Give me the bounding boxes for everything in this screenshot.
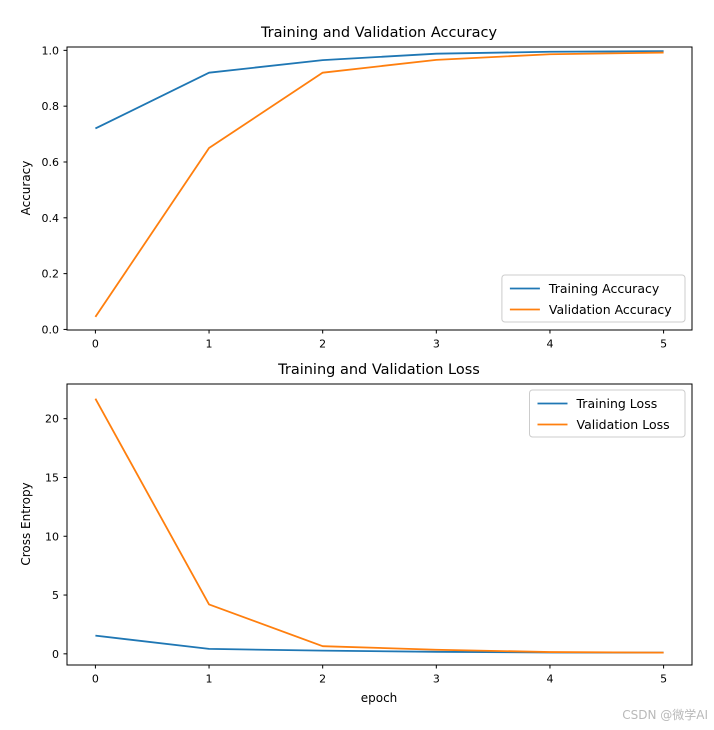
- y-tick-label: 1.0: [42, 44, 60, 57]
- x-tick-label: 5: [660, 673, 667, 686]
- epoch-x-axis-label: epoch: [360, 691, 398, 705]
- y-tick-label: 10: [45, 530, 59, 543]
- x-tick-label: 4: [546, 673, 553, 686]
- x-tick-label: 5: [660, 338, 667, 351]
- axes-frame: [66, 383, 693, 666]
- x-tick-label: 2: [319, 338, 326, 351]
- validation-loss-line: [94, 398, 664, 654]
- training-accuracy-legend-label: Training Accuracy: [548, 281, 660, 296]
- legend: Training Accuracy Validation Accuracy: [501, 274, 686, 323]
- axes-frame: [66, 46, 693, 331]
- x-tick-label: 3: [433, 338, 440, 351]
- validation-loss-legend-label: Validation Loss: [577, 417, 670, 432]
- y-tick-label: 5: [52, 589, 59, 602]
- y-tick-label: 0.6: [42, 156, 60, 169]
- x-tick-label: 1: [206, 673, 213, 686]
- y-tick-label: 0: [52, 648, 59, 661]
- x-tick-label: 2: [319, 673, 326, 686]
- training-loss-line: [95, 634, 664, 654]
- chart-0: 0 1 2 3 4 5 0.0 0.2 0.4 0.6 0.8 1.0 Training Accurac…: [42, 44, 693, 351]
- training-accuracy-line: [95, 50, 664, 130]
- y-tick-label: 0.4: [42, 212, 60, 225]
- x-tick-label: 0: [92, 338, 99, 351]
- x-tick-label: 1: [206, 338, 213, 351]
- y-tick-label: 0.0: [42, 323, 60, 336]
- y-tick-label: 15: [45, 471, 59, 484]
- validation-accuracy-line: [94, 51, 664, 318]
- y-tick-label: 0.2: [42, 268, 60, 281]
- legend-box: [529, 389, 686, 438]
- training-loss-legend-label: Training Loss: [576, 396, 658, 411]
- x-tick-label: 3: [433, 673, 440, 686]
- chart-1: 0 1 2 3 4 5 0 5 10 15 20 Training Loss Validation Lo…: [45, 383, 693, 686]
- accuracy-chart-title: Training and Validation Accuracy: [260, 25, 498, 41]
- csdn-watermark: CSDN @微学AI: [622, 708, 708, 722]
- validation-accuracy-legend-label: Validation Accuracy: [549, 302, 672, 317]
- legend: Training Loss Validation Loss: [529, 389, 686, 438]
- y-tick-label: 20: [45, 413, 59, 426]
- loss-y-axis-label: Cross Entropy: [19, 482, 33, 566]
- x-tick-label: 0: [92, 673, 99, 686]
- legend-box: [501, 274, 686, 323]
- x-tick-label: 4: [546, 338, 553, 351]
- y-tick-label: 0.8: [42, 100, 60, 113]
- accuracy-y-axis-label: Accuracy: [19, 160, 33, 216]
- loss-chart-title: Training and Validation Loss: [278, 362, 480, 378]
